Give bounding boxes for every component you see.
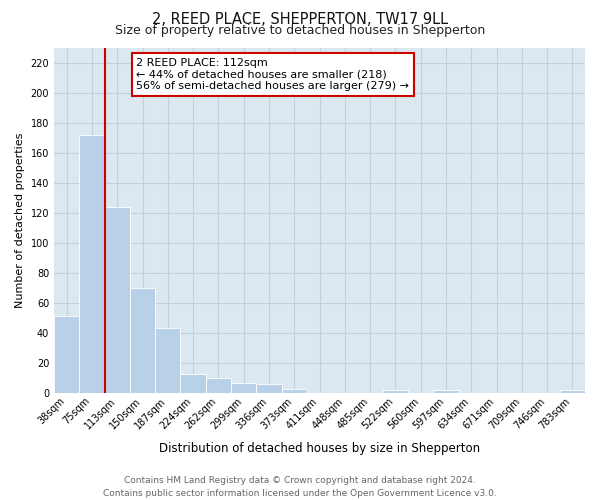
Bar [256, 384, 281, 393]
Text: Size of property relative to detached houses in Shepperton: Size of property relative to detached ho… [115, 24, 485, 37]
Bar [231, 382, 256, 393]
Text: 2, REED PLACE, SHEPPERTON, TW17 9LL: 2, REED PLACE, SHEPPERTON, TW17 9LL [152, 12, 448, 28]
Bar [181, 374, 206, 393]
Bar [130, 288, 155, 393]
Bar [281, 388, 307, 393]
Bar [155, 328, 181, 393]
Bar [383, 390, 408, 393]
Bar [560, 390, 585, 393]
Bar [206, 378, 231, 393]
Text: Contains HM Land Registry data © Crown copyright and database right 2024.
Contai: Contains HM Land Registry data © Crown c… [103, 476, 497, 498]
Bar [54, 316, 79, 393]
Bar [79, 134, 104, 393]
X-axis label: Distribution of detached houses by size in Shepperton: Distribution of detached houses by size … [159, 442, 480, 455]
Bar [104, 207, 130, 393]
Text: 2 REED PLACE: 112sqm
← 44% of detached houses are smaller (218)
56% of semi-deta: 2 REED PLACE: 112sqm ← 44% of detached h… [136, 58, 409, 91]
Bar [433, 390, 458, 393]
Y-axis label: Number of detached properties: Number of detached properties [15, 132, 25, 308]
